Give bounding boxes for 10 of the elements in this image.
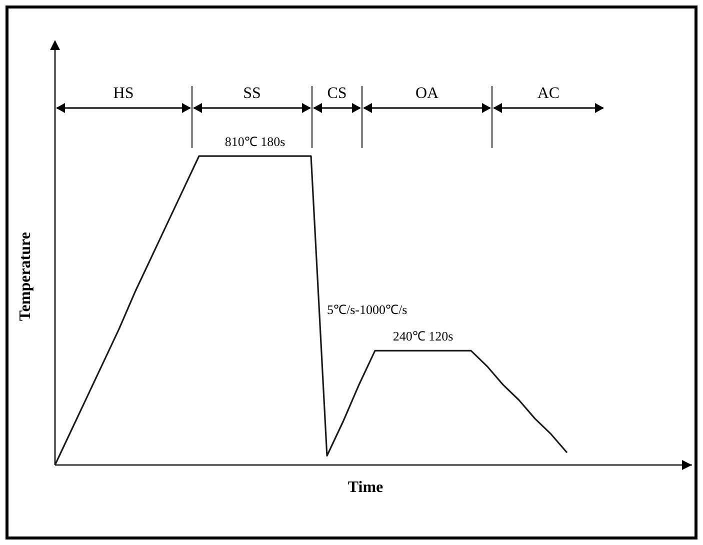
annotation: 810℃ 180s [224, 134, 286, 150]
text: AC [537, 85, 560, 102]
x-axis-title: Time [348, 479, 384, 496]
text: OA [415, 85, 439, 102]
text: HS [113, 85, 134, 102]
y-axis-title: Temperature [17, 232, 34, 321]
annotation: 240℃ 120s [392, 328, 454, 344]
text: CS [327, 85, 347, 102]
annotation: 5℃/s-1000℃/s [327, 302, 408, 317]
text: SS [243, 85, 261, 102]
